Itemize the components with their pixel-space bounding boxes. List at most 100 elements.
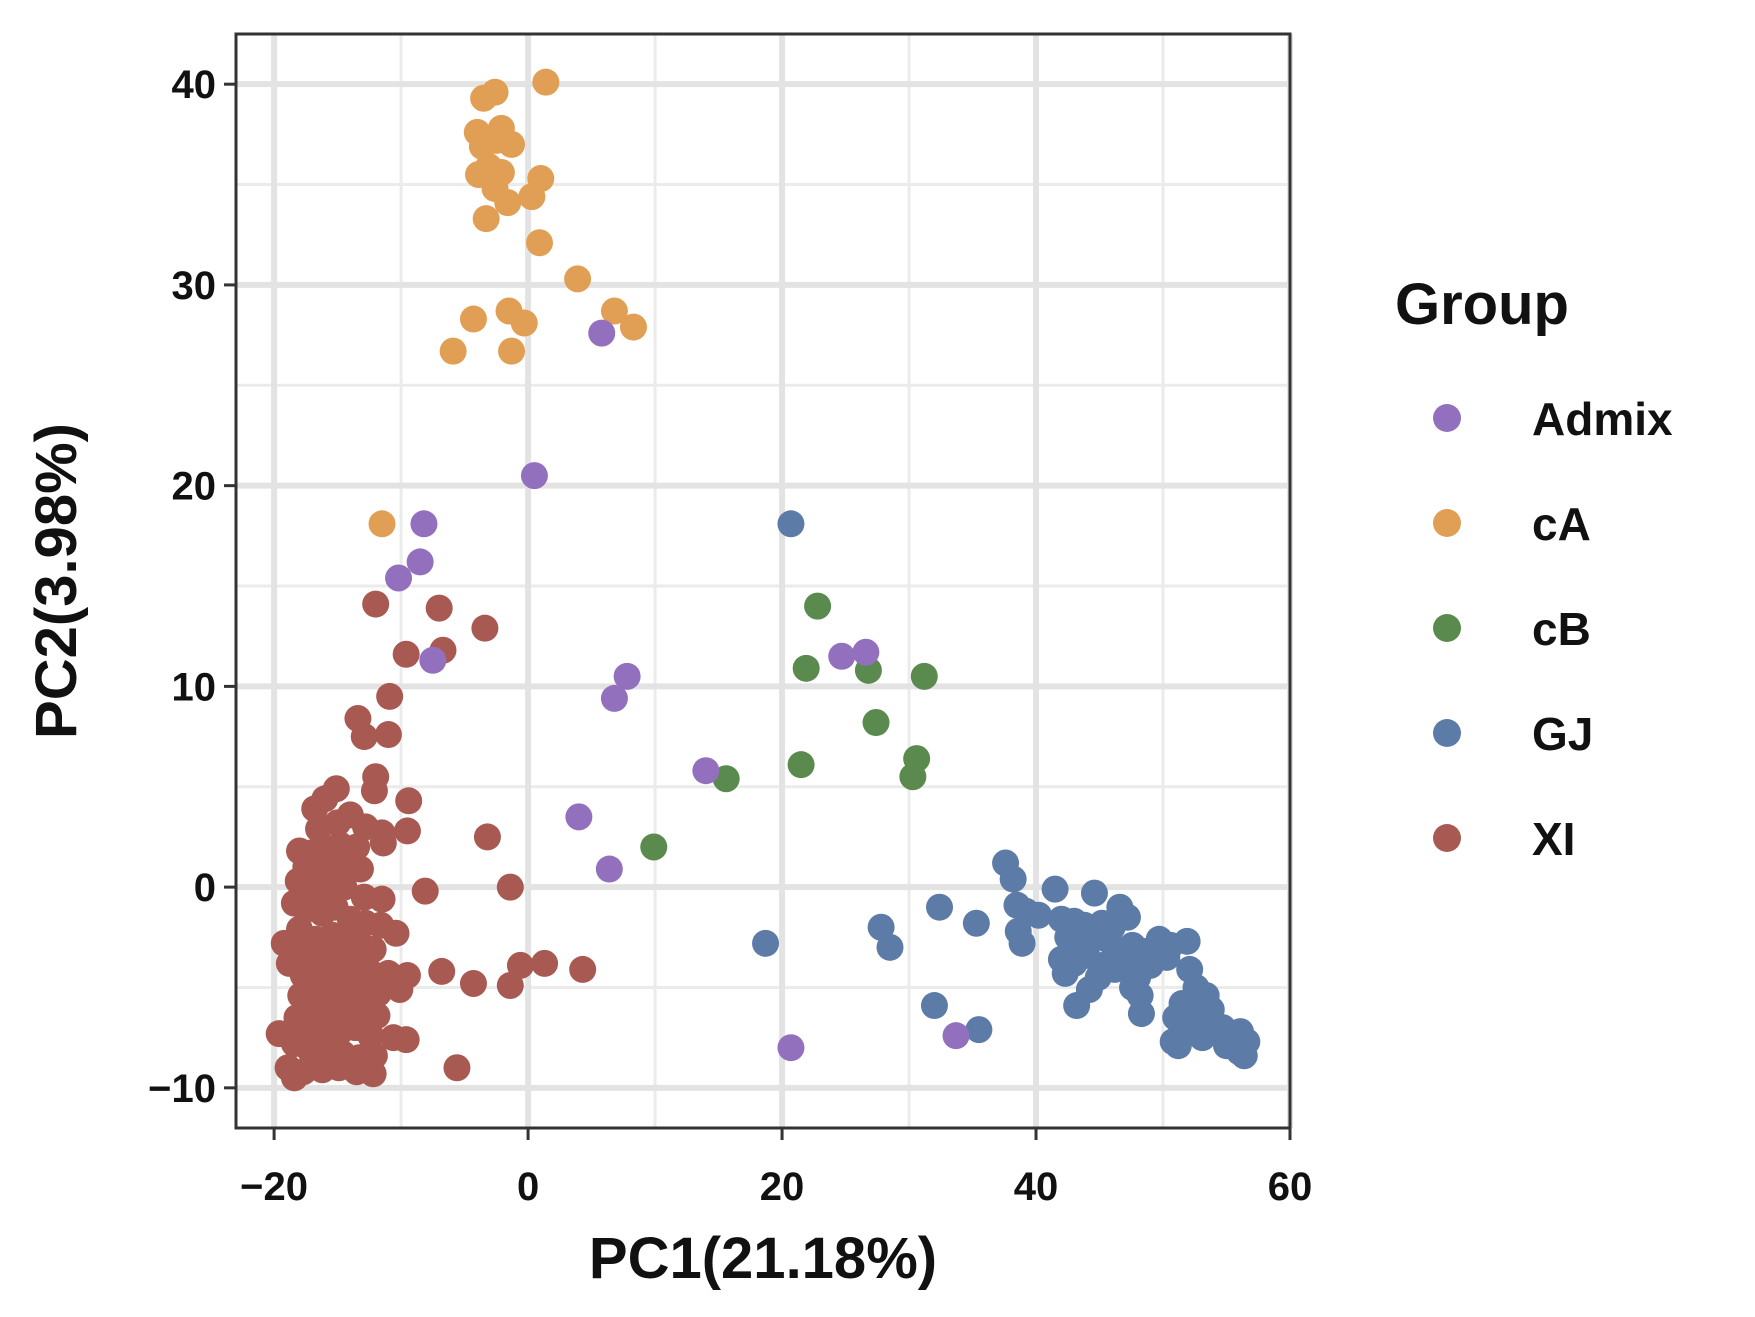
point-admix xyxy=(385,564,413,592)
point-xi xyxy=(346,855,374,883)
legend-key-cb xyxy=(1433,614,1461,642)
legend-key-ca xyxy=(1433,509,1461,537)
point-gj xyxy=(876,933,904,961)
point-ca xyxy=(439,337,467,365)
x-tick-label: −20 xyxy=(240,1165,308,1209)
point-cb xyxy=(899,763,927,791)
point-admix xyxy=(565,803,593,831)
point-xi xyxy=(443,1054,471,1082)
axes: −20 0 20 40 60 −10 0 10 20 30 40 xyxy=(148,63,1312,1209)
legend-key-admix xyxy=(1433,404,1461,432)
point-xi xyxy=(368,885,396,913)
point-xi xyxy=(393,817,421,845)
point-xi xyxy=(569,955,597,983)
point-xi xyxy=(360,777,388,805)
point-gj xyxy=(1113,903,1141,931)
point-ca xyxy=(498,130,526,158)
legend-key-xi xyxy=(1433,824,1461,852)
point-cb xyxy=(862,709,890,737)
point-ca xyxy=(532,68,560,96)
point-xi xyxy=(376,682,404,710)
legend-title: Group xyxy=(1395,272,1569,337)
point-gj xyxy=(1008,929,1036,957)
point-gj xyxy=(1153,943,1181,971)
data-points xyxy=(265,68,1261,1092)
point-admix xyxy=(595,855,623,883)
legend-label-xi: XI xyxy=(1532,813,1575,865)
point-ca xyxy=(526,229,554,257)
y-axis-title: PC2(3.98%) xyxy=(24,423,89,739)
point-admix xyxy=(600,684,628,712)
point-ca xyxy=(498,337,526,365)
x-tick-label: 60 xyxy=(1268,1165,1313,1209)
point-xi xyxy=(506,951,534,979)
point-xi xyxy=(471,614,499,642)
point-admix xyxy=(410,510,438,538)
point-gj xyxy=(1188,1024,1216,1052)
point-cb xyxy=(712,765,740,793)
x-tick-label: 0 xyxy=(517,1165,539,1209)
point-gj xyxy=(752,929,780,957)
legend-label-ca: cA xyxy=(1532,498,1591,550)
point-ca xyxy=(518,183,546,211)
point-ca xyxy=(494,189,522,217)
point-admix xyxy=(613,662,641,690)
point-ca xyxy=(619,313,647,341)
x-tick-label: 20 xyxy=(760,1165,805,1209)
point-xi xyxy=(411,877,439,905)
point-gj xyxy=(965,1016,993,1044)
point-ca xyxy=(600,297,628,325)
point-gj xyxy=(1080,879,1108,907)
point-xi xyxy=(395,787,423,815)
point-cb xyxy=(804,592,832,620)
point-xi xyxy=(496,971,524,999)
point-gj xyxy=(999,865,1027,893)
point-admix xyxy=(942,1022,970,1050)
point-cb xyxy=(910,662,938,690)
y-tick-label: 0 xyxy=(194,866,216,910)
point-gj xyxy=(1063,992,1091,1020)
legend: Group Admix cA cB GJ XI xyxy=(1395,272,1673,865)
point-xi xyxy=(350,723,378,751)
point-xi xyxy=(301,795,329,823)
point-xi xyxy=(459,969,487,997)
point-ca xyxy=(368,510,396,538)
point-gj xyxy=(777,510,805,538)
y-tick-label: 30 xyxy=(172,264,217,308)
point-admix xyxy=(520,462,548,490)
point-ca xyxy=(510,309,538,337)
x-axis-title: PC1(21.18%) xyxy=(589,1226,937,1291)
point-xi xyxy=(369,829,397,857)
point-xi xyxy=(473,823,501,851)
point-gj xyxy=(1173,927,1201,955)
x-tick-label: 40 xyxy=(1014,1165,1059,1209)
point-gj xyxy=(1051,959,1079,987)
point-gj xyxy=(920,992,948,1020)
point-xi xyxy=(428,957,456,985)
point-gj xyxy=(1025,901,1053,929)
point-cb xyxy=(640,833,668,861)
y-tick-label: 20 xyxy=(172,465,217,509)
y-tick-label: 10 xyxy=(172,665,217,709)
point-gj xyxy=(1159,1028,1187,1056)
legend-key-gj xyxy=(1433,719,1461,747)
point-gj xyxy=(1230,1042,1258,1070)
point-gj xyxy=(962,909,990,937)
y-tick-label: 40 xyxy=(172,63,217,107)
point-ca xyxy=(470,84,498,112)
y-tick-label: −10 xyxy=(148,1067,216,1111)
point-gj xyxy=(1127,1000,1155,1028)
point-xi xyxy=(382,919,410,947)
point-xi xyxy=(374,721,402,749)
point-admix xyxy=(852,638,880,666)
point-xi xyxy=(392,1026,420,1054)
point-ca xyxy=(475,152,503,180)
point-gj xyxy=(926,893,954,921)
plot-panel-border xyxy=(234,32,1292,1130)
point-ca xyxy=(564,265,592,293)
point-ca xyxy=(459,305,487,333)
point-cb xyxy=(792,654,820,682)
point-ca xyxy=(472,205,500,233)
point-admix xyxy=(406,548,434,576)
